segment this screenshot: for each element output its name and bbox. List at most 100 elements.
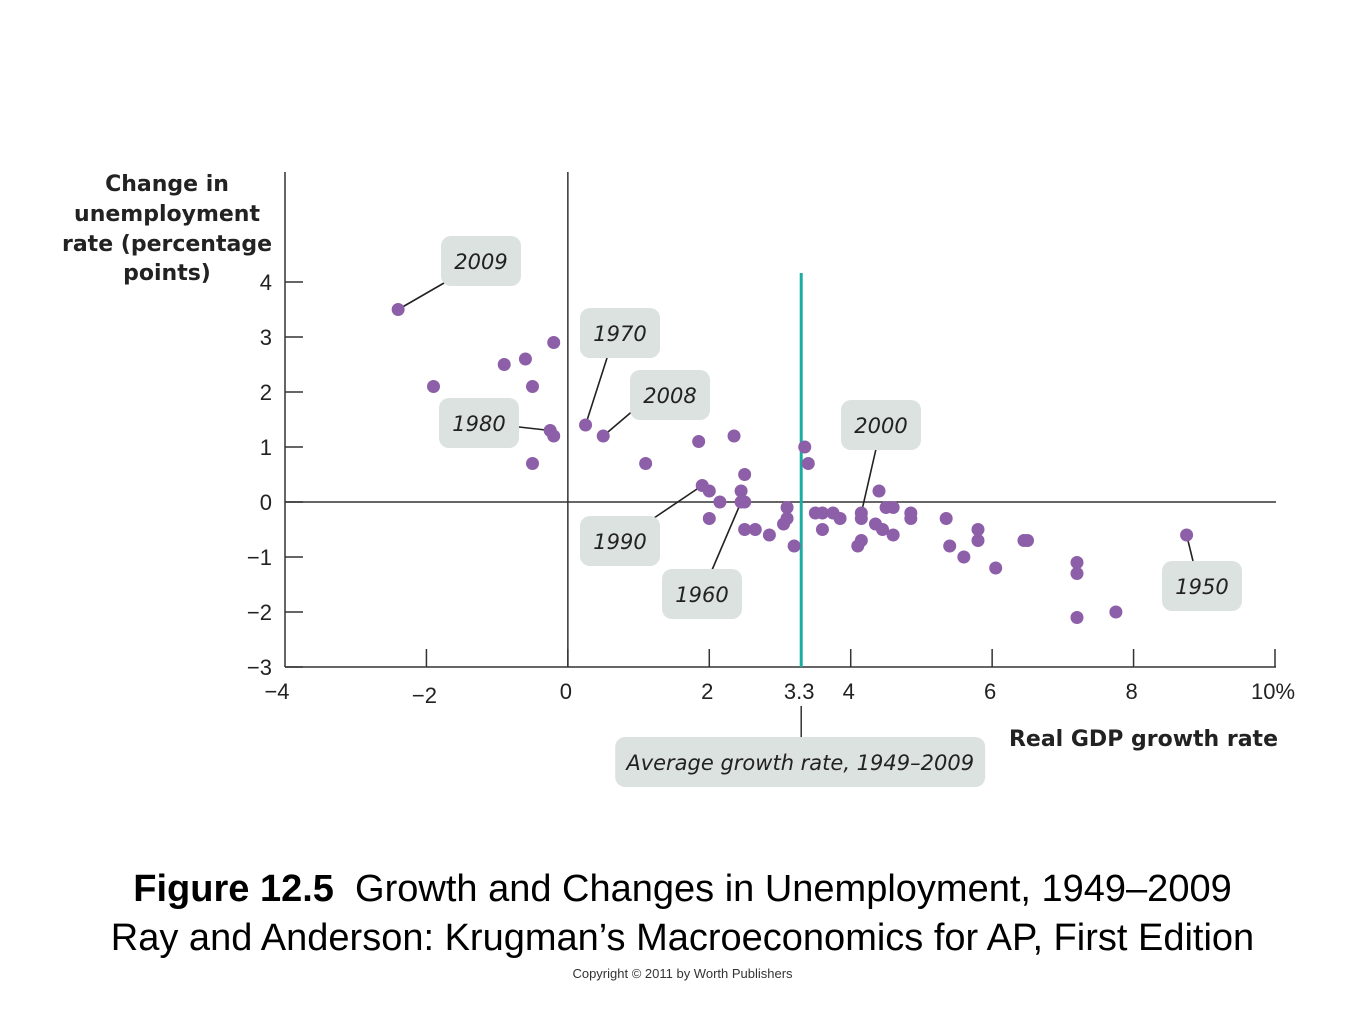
- callout-leader-1990: [653, 484, 703, 519]
- y-tick-label: 3: [260, 325, 272, 350]
- data-point: [1070, 611, 1084, 624]
- y-tick-label: −2: [247, 600, 272, 625]
- x-tick-label: 0: [560, 679, 572, 704]
- x-ticks: −4 −2 0 2 3.3 4 6 8 10%: [264, 649, 1295, 708]
- callout-box-1970: [580, 308, 660, 358]
- data-point: [738, 495, 752, 509]
- callout-label-2009: 2009: [454, 250, 507, 274]
- callouts: 2009 1970 2008 1980 2000 1990 1960 1950: [439, 236, 1242, 619]
- data-point: [815, 506, 829, 520]
- data-point: [787, 539, 801, 553]
- copyright-text: Copyright © 2011 by Worth Publishers: [572, 966, 793, 981]
- book-title: Ray and Anderson: Krugman’s Macroeconomi…: [110, 917, 1255, 959]
- figure-number: Figure 12.5: [133, 868, 334, 910]
- y-tick-label: 0: [260, 490, 272, 515]
- callout-label-2000: 2000: [854, 414, 907, 438]
- x-tick-label: 3.3: [784, 679, 815, 704]
- data-point: [939, 512, 953, 525]
- data-point: [713, 495, 727, 509]
- caption-title-line: Figure 12.5 Growth and Changes in Unempl…: [0, 865, 1365, 913]
- x-tick-label: 10%: [1251, 679, 1295, 704]
- data-point: [427, 380, 440, 393]
- data-point: [1070, 556, 1084, 569]
- y-tick-label: −1: [247, 545, 272, 570]
- data-points: [391, 303, 1194, 624]
- callout-label-1970: 1970: [593, 322, 646, 346]
- average-growth-line-group: Average growth rate, 1949–2009: [615, 273, 986, 787]
- y-tick-label: −3: [247, 655, 272, 680]
- y-axis-title-line: unemployment: [74, 202, 260, 227]
- y-tick-label: 4: [260, 270, 272, 295]
- data-point: [1180, 528, 1194, 542]
- x-axis-title: Real GDP growth rate: [1009, 727, 1278, 752]
- data-point: [579, 418, 593, 432]
- x-tick-label: 8: [1125, 679, 1137, 704]
- data-point: [1109, 605, 1123, 619]
- data-point: [989, 561, 1003, 575]
- callout-box-2008: [630, 370, 710, 420]
- data-point: [702, 484, 716, 498]
- data-point: [780, 512, 794, 525]
- axes: [284, 172, 1276, 668]
- data-point: [957, 550, 971, 564]
- data-point: [801, 457, 815, 470]
- data-point: [702, 512, 716, 525]
- callout-leader-2009: [397, 282, 445, 311]
- callout-leader-1970: [584, 357, 608, 426]
- data-point: [904, 512, 918, 525]
- data-point: [886, 528, 900, 542]
- data-point: [886, 501, 900, 514]
- data-point: [815, 523, 829, 536]
- data-point: [526, 457, 539, 470]
- data-point: [798, 440, 812, 454]
- data-point: [727, 429, 741, 443]
- data-point: [854, 534, 868, 547]
- callout-box-1990: [580, 516, 660, 566]
- x-tick-label: 2: [701, 679, 713, 704]
- data-point: [854, 512, 868, 525]
- y-axis-title: Change in unemployment rate (percentage poi…: [62, 172, 272, 286]
- data-point: [971, 534, 985, 547]
- figure-caption: Figure 12.5 Growth and Changes in Unempl…: [0, 865, 1365, 983]
- data-point: [391, 303, 405, 316]
- y-axis-title-line: Change in: [105, 172, 229, 197]
- y-axis-title-line: rate (percentage: [62, 232, 272, 257]
- data-point: [1070, 567, 1084, 580]
- callout-label-1990: 1990: [593, 530, 646, 554]
- data-point: [734, 484, 748, 498]
- y-ticks: 4 3 2 1 0 −1 −2 −3: [247, 270, 303, 680]
- data-point: [526, 380, 539, 393]
- data-point: [748, 523, 762, 536]
- callout-box-2009: [441, 236, 521, 286]
- figure-title: Growth and Changes in Unemployment, 1949…: [355, 868, 1232, 910]
- data-point: [971, 523, 985, 536]
- data-point: [547, 429, 561, 443]
- callout-leader-2000: [860, 448, 877, 514]
- callout-box-2000: [841, 400, 921, 450]
- y-tick-label: 1: [260, 435, 272, 460]
- data-point: [762, 528, 776, 542]
- data-point: [943, 539, 957, 553]
- data-point: [596, 429, 610, 443]
- data-point: [639, 457, 653, 470]
- data-point: [780, 501, 794, 514]
- data-point: [872, 484, 886, 498]
- callout-label-1960: 1960: [675, 583, 728, 607]
- data-point: [547, 336, 561, 349]
- average-growth-callout-box: [615, 737, 986, 787]
- data-point: [833, 512, 847, 525]
- data-point: [876, 523, 890, 536]
- scatter-chart: Change in unemployment rate (percentage poi…: [62, 172, 1295, 787]
- x-tick-label: −2: [412, 683, 437, 708]
- data-point: [738, 523, 752, 536]
- data-point: [692, 435, 706, 448]
- callout-box-1960: [662, 569, 742, 619]
- data-point: [1021, 534, 1034, 547]
- data-point: [518, 352, 532, 366]
- data-point: [738, 468, 752, 481]
- callout-box-1980: [439, 398, 519, 448]
- callout-box-1950: [1162, 561, 1242, 611]
- callout-label-2008: 2008: [643, 384, 696, 408]
- callout-leader-2008: [602, 408, 636, 437]
- callout-label-1980: 1980: [452, 412, 505, 436]
